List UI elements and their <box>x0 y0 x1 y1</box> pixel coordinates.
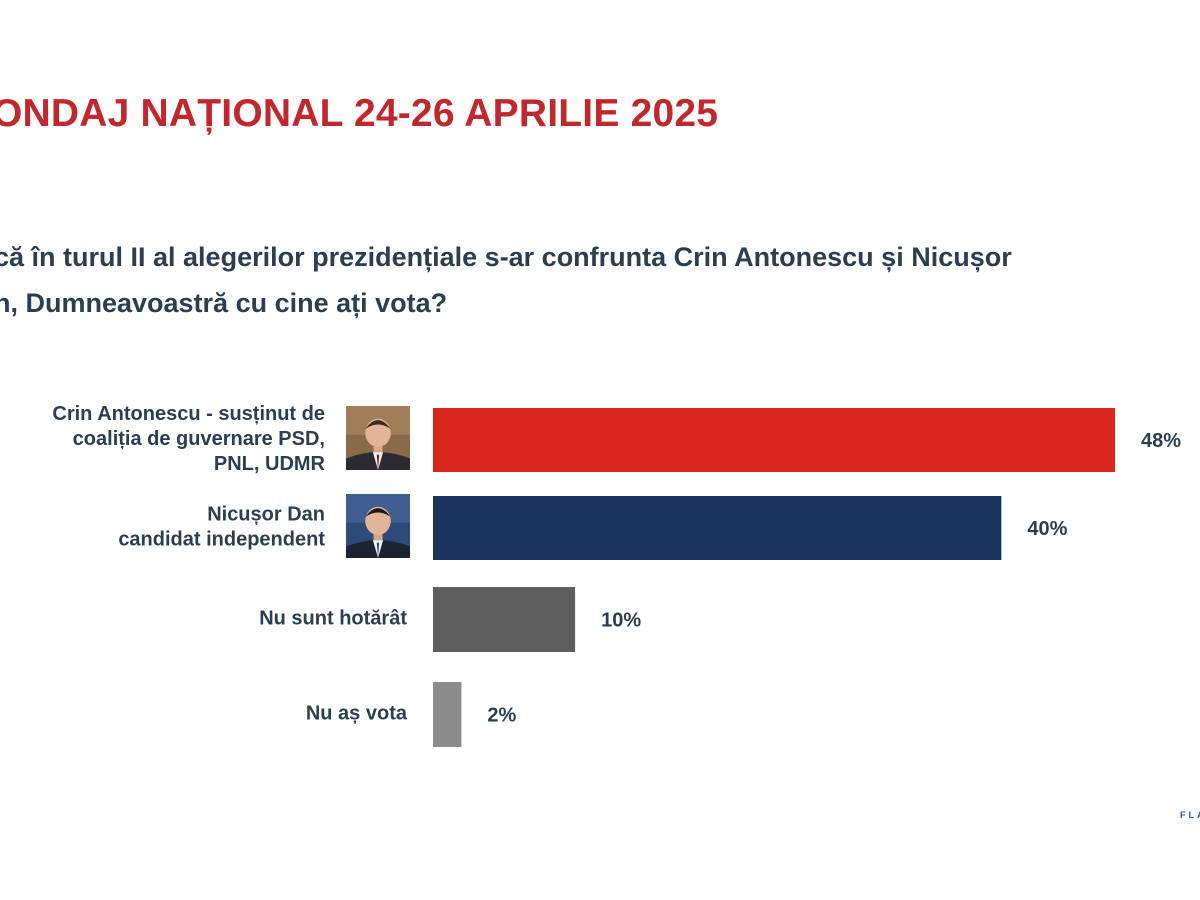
bar-4 <box>433 682 462 747</box>
category-label-1-line-3: PNL, UDMR <box>214 453 326 475</box>
question-line-1: că în turul II al alegerilor prezidenția… <box>0 242 1012 272</box>
crin-antonescu-portrait <box>346 406 410 470</box>
value-label-3: 10% <box>601 610 641 632</box>
survey-title: ONDAJ NAȚIONAL 24-26 APRILIE 2025 <box>0 92 719 135</box>
bar-2 <box>433 496 1002 560</box>
category-label-1-line-1: Crin Antonescu - susținut de <box>52 403 325 425</box>
value-label-2: 40% <box>1027 518 1067 540</box>
category-label-2-line-1: Nicușor Dan <box>207 504 325 526</box>
brand-logo-fragment: FLA <box>1180 810 1200 820</box>
bar-1 <box>433 408 1115 472</box>
survey-question: că în turul II al alegerilor prezidenția… <box>0 234 1200 326</box>
nicusor-dan-portrait <box>346 494 410 558</box>
category-label-3-line-1: Nu sunt hotărât <box>259 608 407 630</box>
bar-3 <box>433 587 576 652</box>
category-label-4-line-1: Nu aș vota <box>306 703 408 725</box>
category-label-1-line-2: coaliția de guvernare PSD, <box>73 428 325 450</box>
category-label-2-line-2: candidat independent <box>118 529 325 551</box>
value-label-1: 48% <box>1141 430 1181 452</box>
value-label-4: 2% <box>487 705 516 727</box>
question-line-2: n, Dumneavoastră cu cine ați vota? <box>0 288 448 318</box>
